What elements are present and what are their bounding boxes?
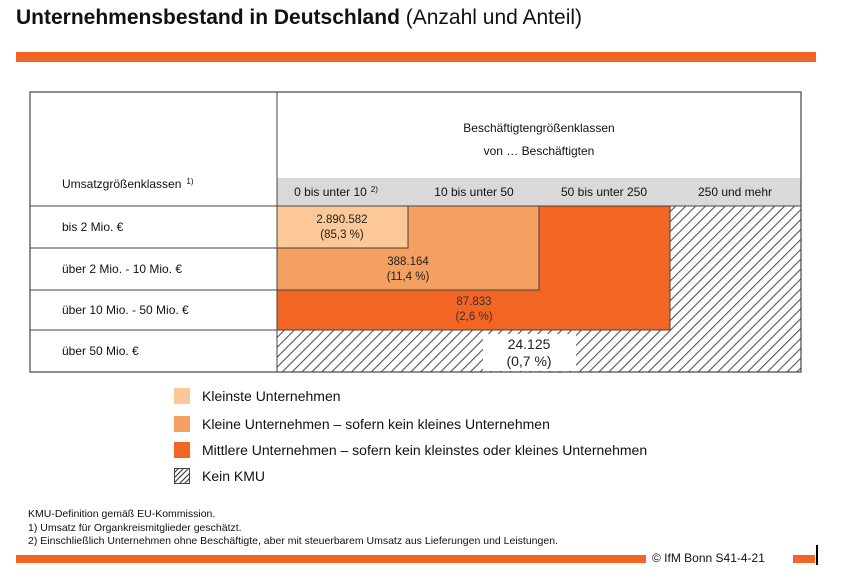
enterprise-matrix-chart: Umsatzgrößenklassen 1) Beschäftigtengröße… xyxy=(29,91,802,373)
column-group-title: Beschäftigtengrößenklassen xyxy=(463,121,614,135)
value-kleinst: 2.890.582 xyxy=(316,214,367,226)
legend-swatch-kein-kmu xyxy=(174,468,190,484)
column-header-band xyxy=(277,178,801,206)
share-kleinst: (85,3 %) xyxy=(320,229,364,241)
title-subtitle: (Anzahl und Anteil) xyxy=(405,6,583,29)
share-klein: (11,4 %) xyxy=(387,271,430,283)
legend-item-kein-kmu: Kein KMU xyxy=(174,467,265,485)
title-bold: Unternehmensbestand in Deutschland xyxy=(16,6,400,29)
footnote-2: 2) Einschließlich Unternehmen ohne Besch… xyxy=(28,535,558,547)
copyright: © IfM Bonn S41-4-21 xyxy=(652,551,765,565)
bottom-accent-bar-right xyxy=(793,555,815,563)
legend-item-kleinst: Kleinste Unternehmen xyxy=(174,387,341,405)
row-label-2: über 2 Mio. - 10 Mio. € xyxy=(62,262,182,276)
row-header-label: Umsatzgrößenklassen 1) xyxy=(62,177,194,191)
page-title: Unternehmensbestand in Deutschland (Anza… xyxy=(16,6,582,30)
column-label-3: 50 bis unter 250 xyxy=(561,185,647,199)
column-group-subtitle: von … Beschäftigten xyxy=(484,144,595,158)
kein-kmu-label-box xyxy=(483,334,576,371)
corner-divider xyxy=(816,545,818,565)
legend-swatch-kleinst xyxy=(174,388,190,404)
column-label-1: 0 bis unter 10 2) xyxy=(294,185,378,199)
value-kein-kmu: 24.125 xyxy=(508,336,551,352)
value-klein: 388.164 xyxy=(387,256,429,268)
column-label-2: 10 bis unter 50 xyxy=(434,185,514,199)
row-label-1: bis 2 Mio. € xyxy=(62,220,124,234)
column-label-4: 250 und mehr xyxy=(698,185,772,199)
share-kein-kmu: (0,7 %) xyxy=(506,353,551,369)
legend-item-klein: Kleine Unternehmen – sofern kein kleines… xyxy=(174,415,550,433)
value-mittel: 87.833 xyxy=(456,296,491,308)
legend-label-kein-kmu: Kein KMU xyxy=(202,468,266,484)
bottom-accent-bar xyxy=(16,555,646,563)
footnotes: KMU-Definition gemäß EU-Kommission. 1) U… xyxy=(28,508,558,549)
legend-label-kleinst: Kleinste Unternehmen xyxy=(202,388,341,404)
row-label-3: über 10 Mio. - 50 Mio. € xyxy=(62,303,189,317)
table-border xyxy=(29,91,802,373)
footnote-1: 1) Umsatz für Organkreismitglieder gesch… xyxy=(28,521,242,534)
legend-swatch-klein xyxy=(174,416,190,432)
legend-label-klein: Kleine Unternehmen – sofern kein kleines… xyxy=(202,416,550,432)
row-label-4: über 50 Mio. € xyxy=(62,344,139,358)
legend-label-mittel: Mittlere Unternehmen – sofern kein klein… xyxy=(202,442,648,458)
region-kleinst xyxy=(276,205,409,249)
share-mittel: (2,6 %) xyxy=(455,311,492,323)
footnote-definition: KMU-Definition gemäß EU-Kommission. xyxy=(28,508,216,520)
legend-item-mittel: Mittlere Unternehmen – sofern kein klein… xyxy=(174,441,647,459)
top-accent-bar xyxy=(16,52,816,62)
legend-swatch-mittel xyxy=(174,442,190,458)
